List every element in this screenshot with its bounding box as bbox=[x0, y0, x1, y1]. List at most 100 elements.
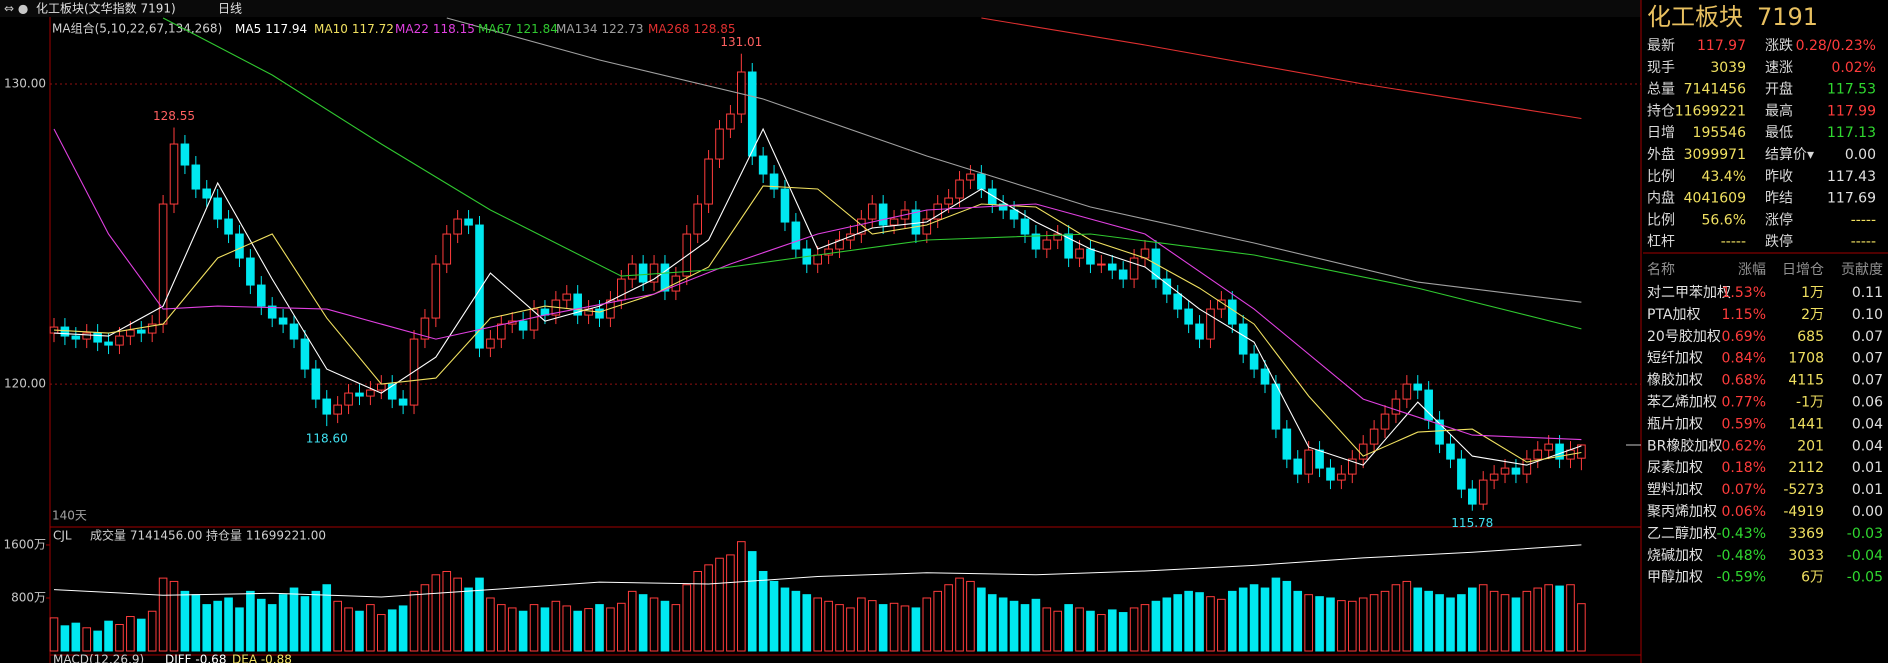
volume-bar bbox=[627, 590, 637, 652]
volume-bar bbox=[835, 604, 844, 652]
volume-bar bbox=[671, 604, 681, 652]
legend-entry: MA134 122.73 bbox=[556, 22, 643, 36]
volume-bar bbox=[977, 587, 986, 652]
candle-body bbox=[1555, 443, 1564, 460]
table-cell: 乙二醇加权 bbox=[1647, 525, 1717, 542]
candle-body bbox=[1468, 488, 1477, 505]
volume-bar bbox=[464, 587, 473, 652]
volume-bar bbox=[1206, 596, 1215, 652]
volume-bar bbox=[987, 594, 997, 652]
volume-bar bbox=[49, 617, 59, 652]
candle-body bbox=[878, 203, 888, 226]
volume-bar bbox=[617, 602, 626, 652]
volume-bar bbox=[420, 584, 430, 652]
volume-bar bbox=[180, 590, 190, 652]
candle-body bbox=[846, 233, 855, 241]
candle-body bbox=[1118, 269, 1128, 280]
candle-body bbox=[595, 308, 604, 319]
quote-label: 杠杆 bbox=[1647, 234, 1675, 250]
candle-body bbox=[1206, 308, 1215, 340]
y-tick-label: 130.00 bbox=[4, 77, 46, 91]
candle-body bbox=[933, 203, 943, 220]
table-cell: 对二甲苯加权 bbox=[1647, 284, 1731, 301]
candle-body bbox=[966, 173, 975, 181]
volume-bar bbox=[355, 610, 364, 652]
volume-bar bbox=[1217, 598, 1226, 652]
table-cell: 1708 bbox=[1788, 351, 1824, 367]
volume-bar bbox=[857, 597, 866, 652]
toolbar-title[interactable]: 化工板块(文华指数 7191) bbox=[36, 1, 176, 16]
quote-value: 117.53 bbox=[1827, 82, 1876, 98]
oi-line bbox=[53, 544, 1582, 598]
volume-bar bbox=[1566, 584, 1575, 652]
candle-body bbox=[300, 338, 310, 370]
quote-label: 跌停 bbox=[1765, 233, 1793, 250]
volume-bar bbox=[202, 604, 212, 652]
candle-body bbox=[867, 203, 877, 220]
candle-body bbox=[1424, 389, 1433, 421]
quote-label: 总量 bbox=[1647, 82, 1675, 98]
candle-body bbox=[1304, 449, 1313, 475]
quote-value: 117.13 bbox=[1827, 125, 1876, 141]
volume-bar bbox=[1129, 607, 1139, 652]
volume-bar bbox=[660, 600, 670, 652]
candle-body bbox=[922, 218, 932, 235]
volume-bar bbox=[518, 610, 528, 652]
volume-bar bbox=[747, 551, 757, 652]
quote-name: 化工板块 bbox=[1647, 3, 1743, 31]
quote-value: 7141456 bbox=[1684, 82, 1746, 98]
volume-bar bbox=[922, 597, 932, 652]
volume-bar bbox=[344, 607, 353, 652]
candle-body bbox=[660, 263, 670, 292]
oi-label: 持仓量 11699221.00 bbox=[206, 528, 326, 543]
volume-bar bbox=[93, 630, 102, 652]
volume-bar bbox=[955, 577, 964, 652]
candle-body bbox=[1129, 257, 1139, 280]
table-cell: 4115 bbox=[1788, 373, 1824, 389]
macd-dea: DEA -0.88 bbox=[232, 653, 292, 663]
volume-bar bbox=[442, 570, 452, 652]
table-cell: 0.01 bbox=[1852, 460, 1883, 476]
volume-bar bbox=[1075, 607, 1084, 652]
legend-entry: MA10 117.72 bbox=[314, 22, 394, 36]
table-cell: 1441 bbox=[1788, 416, 1824, 432]
y-tick-label: 1600万 bbox=[3, 537, 46, 551]
quote-label: 最高 bbox=[1765, 102, 1793, 119]
volume-bar bbox=[191, 594, 201, 652]
volume-bar bbox=[649, 597, 659, 652]
candle-body bbox=[1489, 473, 1499, 481]
table-cell: 0.11 bbox=[1852, 285, 1883, 301]
ma-line bbox=[162, 17, 1582, 330]
candle-body bbox=[911, 209, 921, 235]
candle-body bbox=[1271, 383, 1281, 430]
quote-value: 117.99 bbox=[1827, 103, 1876, 119]
quote-label: 比例 bbox=[1647, 169, 1675, 185]
table-cell: 0.06% bbox=[1722, 504, 1766, 520]
candle-body bbox=[1533, 449, 1543, 460]
candle-body bbox=[191, 164, 201, 190]
legend-name: MA22 bbox=[395, 22, 429, 36]
volume-bar bbox=[71, 622, 81, 652]
quote-label: 涨停 bbox=[1765, 211, 1793, 228]
table-cell: 201 bbox=[1797, 438, 1824, 454]
toolbar-icon[interactable]: ⇔ ● bbox=[4, 2, 28, 16]
period[interactable]: 日线 bbox=[218, 2, 242, 16]
low-label: 115.78 bbox=[1451, 516, 1493, 530]
table-cell: 0.07 bbox=[1852, 351, 1883, 367]
volume-bar bbox=[1402, 580, 1412, 652]
candle-body bbox=[1260, 368, 1270, 385]
volume-bar bbox=[322, 584, 332, 652]
volume-bar bbox=[1522, 590, 1532, 652]
volume-bar bbox=[1391, 584, 1401, 652]
candle-body bbox=[82, 332, 92, 340]
volume-bar bbox=[453, 577, 462, 652]
quote-value: 3099971 bbox=[1684, 147, 1746, 163]
candle-body bbox=[224, 218, 233, 235]
volume-bar bbox=[1358, 597, 1368, 652]
volume-bar bbox=[1042, 607, 1052, 652]
candle-body bbox=[497, 323, 506, 340]
volume-bar bbox=[1173, 594, 1183, 652]
table-cell: 苯乙烯加权 bbox=[1647, 394, 1717, 411]
candle-body bbox=[824, 248, 833, 256]
table-cell: 2112 bbox=[1788, 460, 1824, 476]
